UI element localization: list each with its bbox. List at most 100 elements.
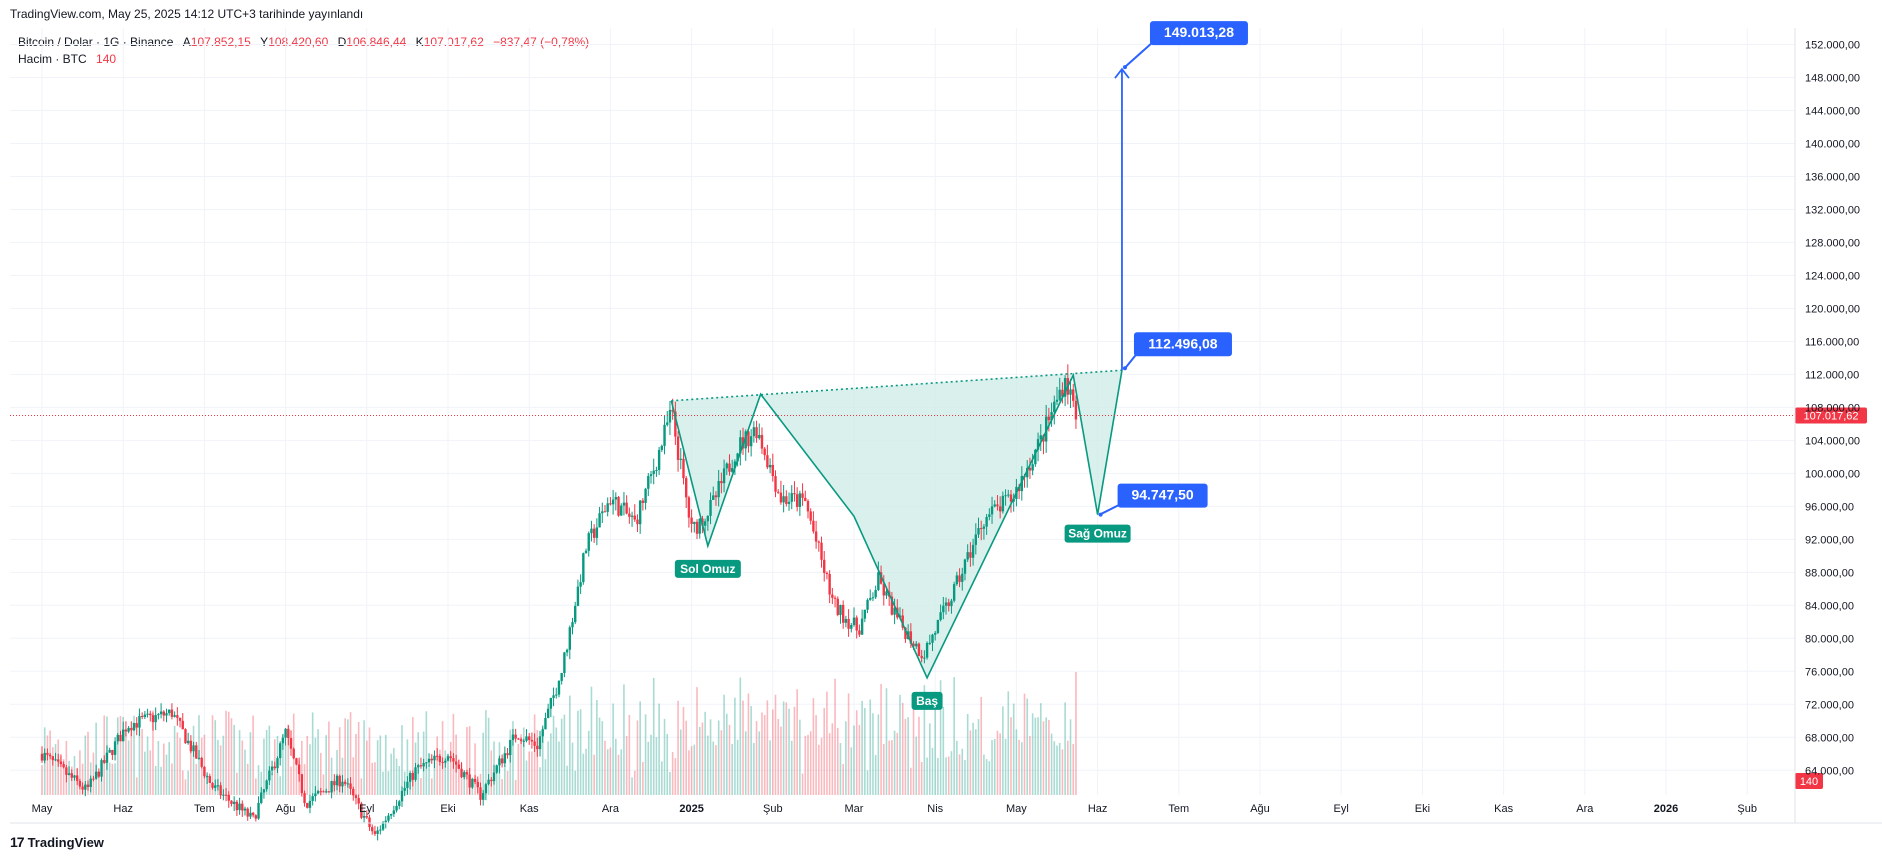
volume-bar <box>742 700 744 795</box>
candle-body <box>127 727 130 732</box>
volume-bar <box>119 716 122 795</box>
volume-bar <box>60 756 62 795</box>
volume-bar <box>961 748 964 795</box>
volume-bar <box>896 732 899 795</box>
volume-bar <box>1048 720 1050 795</box>
candle-body <box>1063 378 1067 397</box>
candle-body <box>124 729 128 732</box>
candle-body <box>400 790 404 802</box>
candle-body <box>782 496 785 503</box>
candle-body <box>75 775 79 781</box>
candle-body <box>1069 389 1072 395</box>
candle-body <box>346 783 350 785</box>
volume-bar <box>84 735 87 795</box>
volume-bar <box>1075 671 1077 795</box>
x-tick-label: May <box>1006 803 1027 815</box>
candle-body <box>140 716 144 718</box>
change-value: −837,47 (−0,78%) <box>493 35 590 49</box>
volume-bar <box>728 724 731 795</box>
candle-body <box>471 778 474 788</box>
low-key: D <box>337 35 347 49</box>
volume-bar <box>49 730 51 795</box>
candle-body <box>319 791 322 793</box>
volume-bar <box>596 699 598 795</box>
volume-bar <box>793 706 796 795</box>
volume-bar <box>947 756 950 795</box>
volume-bar <box>528 751 530 795</box>
candle-body <box>94 771 98 779</box>
volume-bar <box>593 754 595 795</box>
candle-body <box>232 801 236 804</box>
candle-body <box>511 734 515 740</box>
volume-bar <box>818 744 820 795</box>
head-and-shoulders-pattern <box>671 370 1122 678</box>
candle-body <box>695 521 699 534</box>
candle-body <box>200 757 203 767</box>
volume-key[interactable]: Hacim · BTC <box>18 52 87 66</box>
volume-bar <box>347 719 349 795</box>
close-key: K <box>415 35 424 49</box>
candle-body <box>698 518 701 534</box>
candle-body <box>863 609 867 619</box>
volume-bar <box>717 720 720 795</box>
candle-body <box>308 800 312 808</box>
neckline <box>671 369 1123 402</box>
candle-body <box>920 655 923 659</box>
volume-bar <box>387 771 390 795</box>
volume-bar <box>54 744 57 795</box>
candle-body <box>162 711 165 716</box>
candle-body <box>966 552 969 560</box>
candle-body <box>598 513 601 528</box>
candle-body <box>135 723 138 728</box>
volume-bar <box>804 735 807 795</box>
volume-bar <box>788 708 790 795</box>
candle-body <box>289 738 293 749</box>
candle-body <box>151 715 155 723</box>
volume-bar <box>295 761 298 795</box>
candle-body <box>977 528 980 535</box>
volume-bar <box>661 761 663 795</box>
candle-body <box>687 497 691 518</box>
x-tick-label: Tem <box>194 803 215 815</box>
low-value: 106.846,44 <box>346 35 407 49</box>
candle-body <box>1028 467 1032 471</box>
volume-bar <box>217 739 219 795</box>
candle-body <box>779 492 783 503</box>
candle-body <box>500 758 504 764</box>
volume-bar <box>330 757 333 795</box>
symbol-label[interactable]: Bitcoin / Dolar · 1G · Binance <box>18 35 174 49</box>
candle-body <box>744 431 747 449</box>
legend-ohlc-row: Bitcoin / Dolar · 1G · Binance A107.852,… <box>18 34 589 51</box>
candle-body <box>825 572 829 574</box>
candle-body <box>476 781 479 788</box>
volume-bar <box>839 743 842 795</box>
candle-body <box>306 803 309 808</box>
pattern-fill <box>671 370 1122 678</box>
candle-body <box>343 781 347 784</box>
volume-bar <box>934 701 936 795</box>
volume-bar <box>225 710 227 795</box>
candle-body <box>587 533 590 551</box>
candle-body <box>208 776 212 783</box>
candle-body <box>330 781 333 793</box>
target-arrowhead <box>1114 67 1130 79</box>
candle-body <box>165 713 168 716</box>
x-tick-label: Şub <box>1737 803 1757 815</box>
volume-bar <box>439 749 441 795</box>
candle-body <box>795 494 799 507</box>
candle-body <box>379 829 382 831</box>
candle-body <box>1007 494 1010 496</box>
candle-body <box>563 652 566 674</box>
volume-bar <box>122 716 124 795</box>
y-tick-label: 148.000,00 <box>1805 72 1860 84</box>
volume-bar <box>820 737 823 795</box>
candle-body <box>1039 435 1042 440</box>
candle-body <box>457 764 461 769</box>
tradingview-brand[interactable]: 17 TradingView <box>10 834 104 850</box>
candle-body <box>251 812 255 816</box>
volume-bar <box>731 743 733 795</box>
volume-bar <box>447 754 449 795</box>
volume-bar <box>598 717 601 795</box>
candle-body <box>560 673 563 681</box>
